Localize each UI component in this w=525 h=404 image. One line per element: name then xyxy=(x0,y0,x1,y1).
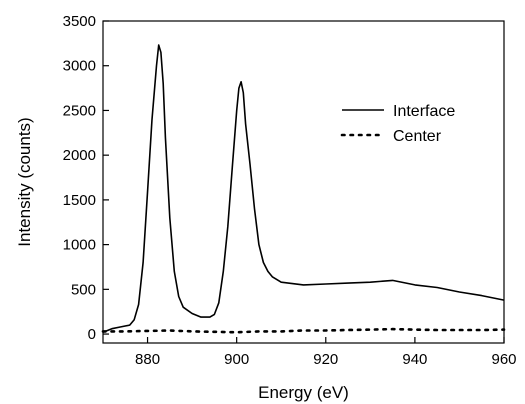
x-tick-label: 920 xyxy=(313,351,338,368)
y-tick-label: 3500 xyxy=(63,13,96,30)
legend: Interface Center xyxy=(340,103,455,145)
y-tick-label: 0 xyxy=(88,326,96,343)
y-tick-label: 3000 xyxy=(63,58,96,75)
y-tick-label: 500 xyxy=(71,281,96,298)
series-layer xyxy=(101,44,506,334)
y-axis-title: Intensity (counts) xyxy=(15,117,34,246)
x-tick-label: 960 xyxy=(491,351,516,368)
y-tick-label: 1000 xyxy=(63,237,96,254)
legend-label-interface: Interface xyxy=(393,103,455,120)
series-line-center xyxy=(101,327,506,334)
x-axis-ticks: 880 900 920 940 960 xyxy=(135,337,517,368)
y-axis-ticks: 0 500 1000 1500 2000 2500 3000 3500 xyxy=(63,13,109,343)
x-tick-label: 940 xyxy=(402,351,427,368)
plot-area xyxy=(101,44,506,334)
x-tick-label: 880 xyxy=(135,351,160,368)
plot-frame xyxy=(102,20,505,344)
y-tick-label: 2500 xyxy=(63,102,96,119)
x-axis-title: Energy (eV) xyxy=(258,383,349,402)
legend-label-center: Center xyxy=(393,128,442,145)
x-tick-label: 900 xyxy=(224,351,249,368)
series-line-interface xyxy=(102,44,505,334)
y-tick-label: 2000 xyxy=(63,147,96,164)
y-tick-label: 1500 xyxy=(63,192,96,209)
